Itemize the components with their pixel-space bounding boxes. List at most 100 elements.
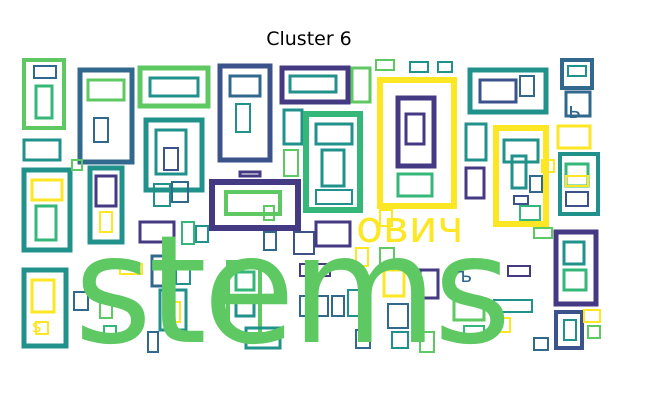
tofu-box bbox=[467, 67, 549, 115]
tofu-box bbox=[226, 260, 262, 336]
tofu-box bbox=[22, 138, 62, 162]
tofu-box bbox=[556, 124, 592, 150]
tofu-box bbox=[99, 211, 113, 233]
tofu-box bbox=[217, 63, 273, 163]
tofu-box bbox=[167, 301, 181, 323]
tofu-box bbox=[519, 205, 541, 221]
tofu-box bbox=[175, 263, 191, 285]
tofu-box bbox=[150, 254, 168, 288]
tofu-box bbox=[34, 84, 54, 120]
tofu-box bbox=[137, 65, 211, 109]
tofu-box bbox=[235, 103, 251, 133]
tofu-box bbox=[331, 295, 345, 317]
tofu-box bbox=[30, 278, 56, 314]
word-4: ь bbox=[568, 99, 581, 124]
tofu-box bbox=[587, 325, 601, 339]
tofu-box bbox=[143, 117, 205, 193]
tofu-box bbox=[33, 65, 57, 79]
tofu-box bbox=[30, 178, 64, 202]
tofu-box bbox=[437, 61, 453, 73]
tofu-box bbox=[567, 65, 587, 77]
tofu-box bbox=[493, 299, 533, 313]
tofu-box bbox=[565, 175, 589, 187]
tofu-box bbox=[314, 220, 352, 248]
tofu-box bbox=[355, 247, 369, 267]
tofu-box bbox=[558, 152, 600, 216]
tofu-box bbox=[350, 66, 372, 104]
tofu-box bbox=[299, 295, 313, 317]
tofu-box bbox=[533, 337, 549, 351]
tofu-box bbox=[263, 205, 275, 221]
word-2: ъ bbox=[458, 263, 472, 287]
word-3: s bbox=[32, 316, 41, 337]
tofu-box bbox=[77, 67, 135, 165]
tofu-box bbox=[507, 265, 531, 277]
tofu-box bbox=[464, 122, 488, 162]
tofu-box bbox=[224, 190, 282, 216]
tofu-box bbox=[510, 154, 528, 190]
tofu-box bbox=[209, 179, 301, 231]
tofu-box bbox=[563, 319, 577, 341]
tofu-box bbox=[228, 74, 262, 98]
tofu-box bbox=[71, 159, 83, 171]
tofu-box bbox=[154, 128, 188, 176]
tofu-box bbox=[396, 172, 434, 198]
tofu-box bbox=[493, 125, 549, 227]
tofu-box bbox=[533, 227, 553, 239]
tofu-box bbox=[21, 267, 69, 349]
tofu-box bbox=[347, 289, 361, 317]
tofu-box bbox=[409, 61, 429, 73]
tofu-box bbox=[375, 59, 395, 71]
tofu-box bbox=[463, 325, 485, 339]
tofu-box bbox=[379, 247, 395, 269]
tofu-box bbox=[299, 263, 331, 277]
tofu-box bbox=[478, 78, 518, 104]
tofu-box bbox=[234, 294, 256, 318]
tofu-box bbox=[419, 331, 435, 353]
tofu-box bbox=[377, 77, 457, 209]
tofu-box bbox=[493, 317, 511, 333]
tofu-box bbox=[158, 288, 188, 332]
tofu-box bbox=[379, 209, 393, 227]
tofu-box bbox=[22, 58, 66, 130]
tofu-box bbox=[315, 295, 329, 317]
tofu-box bbox=[163, 147, 179, 171]
tofu-box bbox=[263, 231, 277, 251]
tofu-box bbox=[73, 291, 89, 311]
tofu-glyph-boxes bbox=[21, 58, 601, 353]
tofu-box bbox=[282, 108, 304, 146]
tofu-box bbox=[21, 167, 73, 253]
tofu-box bbox=[279, 65, 351, 105]
tofu-box bbox=[464, 166, 486, 200]
tofu-box bbox=[93, 117, 109, 143]
tofu-box bbox=[103, 325, 117, 341]
tofu-box bbox=[565, 191, 589, 207]
word-0: stems bbox=[74, 204, 508, 378]
tofu-box bbox=[283, 149, 299, 177]
tofu-box bbox=[553, 229, 599, 307]
tofu-box bbox=[87, 165, 125, 245]
tofu-box bbox=[513, 195, 529, 205]
tofu-box bbox=[519, 75, 535, 97]
tofu-box bbox=[320, 148, 346, 188]
tofu-box bbox=[404, 112, 426, 146]
tofu-box bbox=[94, 174, 118, 208]
tofu-box bbox=[86, 78, 126, 102]
tofu-box bbox=[147, 331, 159, 353]
tofu-box bbox=[418, 268, 440, 300]
tofu-box bbox=[502, 138, 540, 164]
tofu-box bbox=[529, 175, 543, 193]
figure-title: Cluster 6 bbox=[266, 28, 352, 50]
tofu-box bbox=[244, 326, 282, 350]
tofu-box bbox=[119, 263, 143, 275]
tofu-box bbox=[562, 268, 588, 292]
tofu-box bbox=[288, 74, 338, 94]
tofu-box bbox=[195, 225, 209, 243]
tofu-box bbox=[234, 270, 256, 292]
tofu-box bbox=[564, 90, 592, 118]
tofu-box bbox=[554, 310, 584, 350]
tofu-box bbox=[303, 111, 363, 213]
tofu-box bbox=[34, 204, 58, 242]
tofu-box bbox=[355, 329, 371, 349]
